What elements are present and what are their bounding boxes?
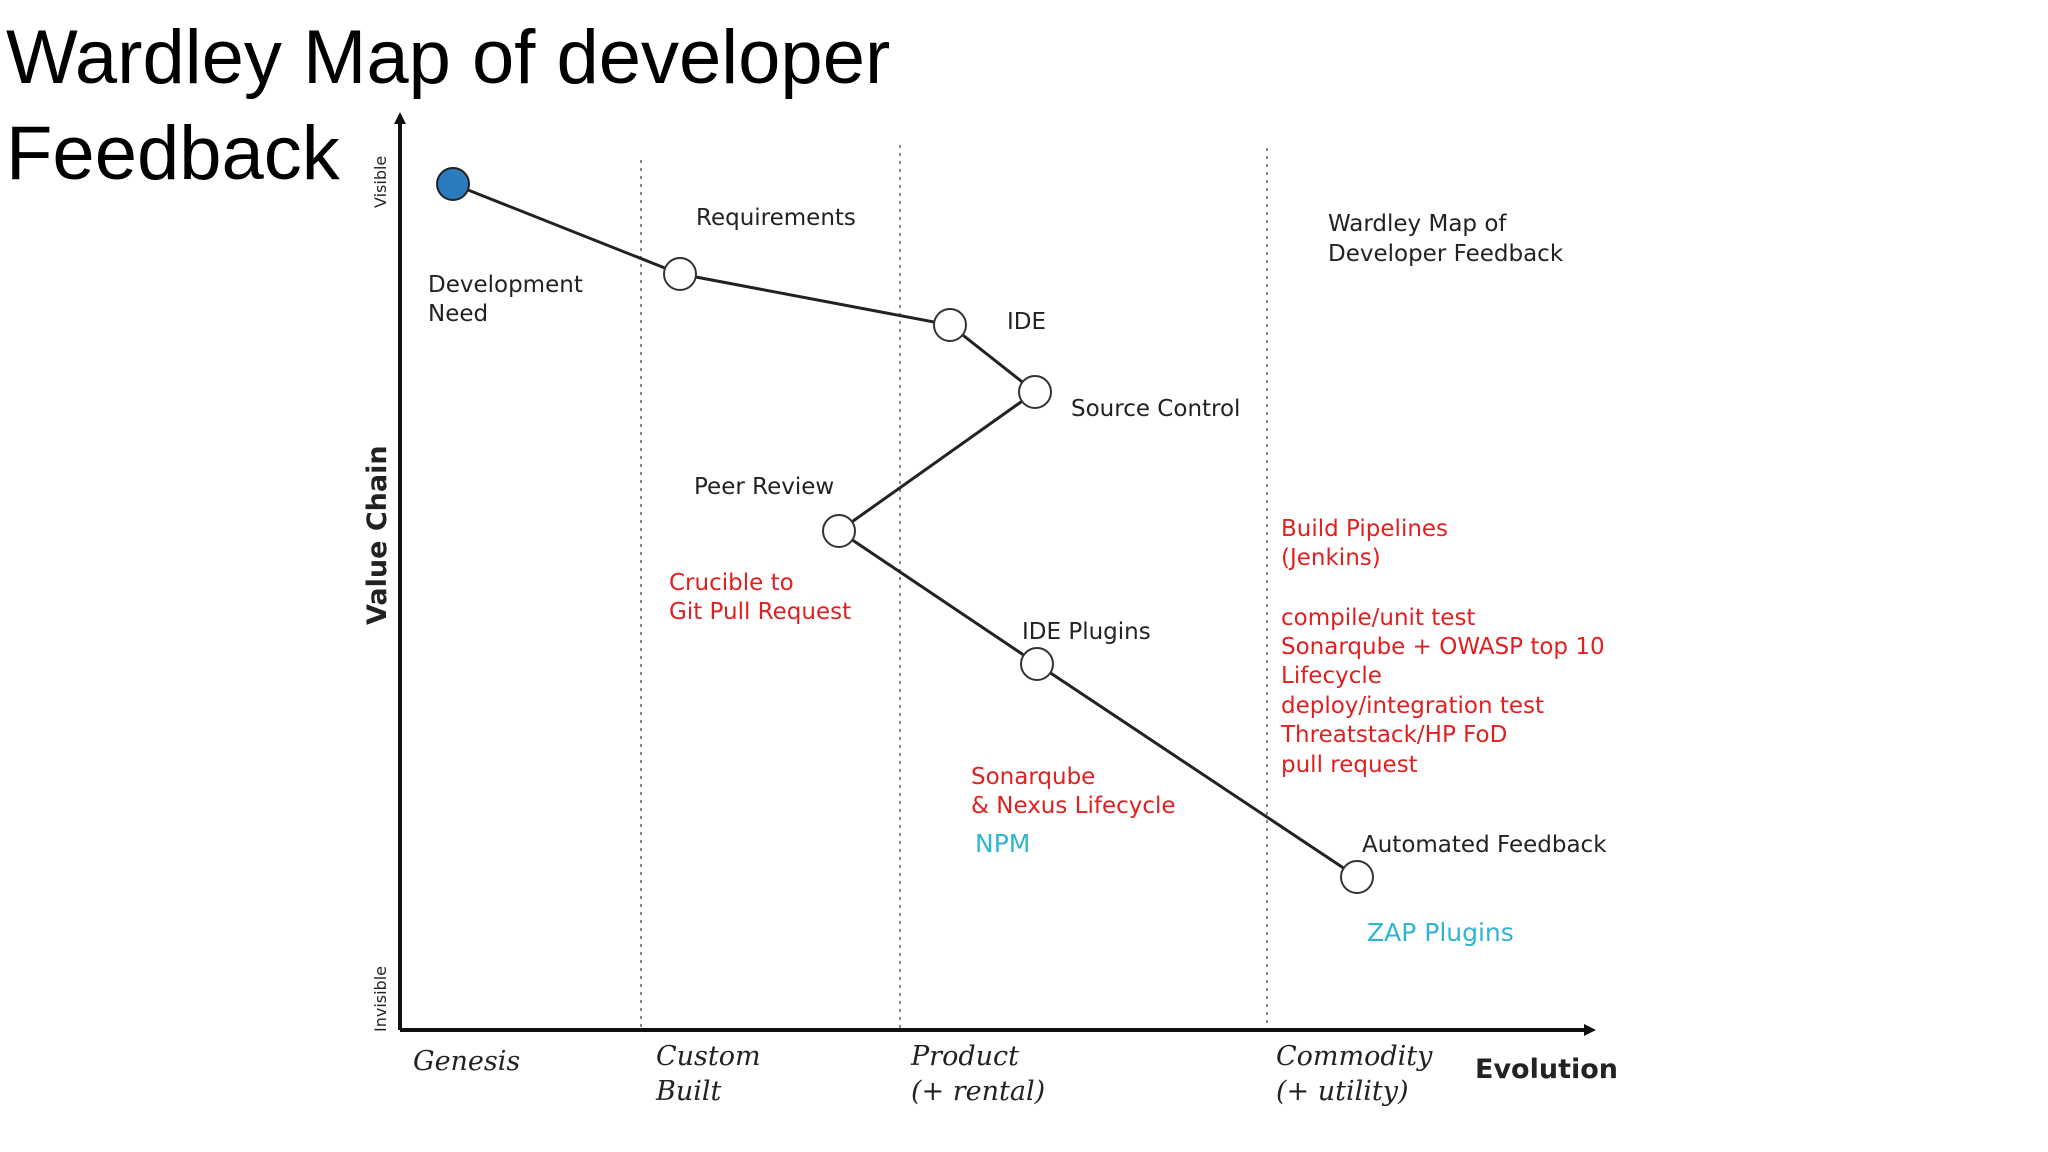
stage-product-line-1: Product — [910, 1041, 1019, 1072]
note-npm: NPM — [975, 829, 1030, 858]
stage-product-line-2: (+ rental) — [911, 1076, 1045, 1107]
node-development-need — [436, 167, 470, 201]
note-sonar-nexus-line-2: & Nexus Lifecycle — [971, 793, 1176, 819]
slide-title: Wardley Map of developer Feedback — [6, 10, 1006, 202]
note-pipelines-line-6: deploy/integration test — [1281, 693, 1544, 719]
y-axis-bottom-label: Invisible — [371, 966, 390, 1032]
stage-custom-line-1: Custom — [656, 1041, 761, 1072]
note-pipelines-line-3: compile/unit test — [1281, 605, 1475, 631]
map-title-line-1: Wardley Map of — [1328, 211, 1507, 237]
note-pipelines-line-1: Build Pipelines — [1281, 516, 1448, 542]
slide-title-line-2: Feedback — [6, 111, 340, 196]
label-ide: IDE — [1007, 309, 1046, 335]
stage-commodity-line-2: (+ utility) — [1276, 1076, 1409, 1107]
note-zap-plugins: ZAP Plugins — [1367, 918, 1514, 947]
node-source-control — [1018, 375, 1052, 409]
note-pipelines-line-7: Threatstack/HP FoD — [1280, 722, 1507, 748]
node-automated-feedback — [1340, 860, 1374, 894]
stage-custom-line-2: Built — [655, 1076, 722, 1107]
y-axis-label: Value Chain — [362, 445, 393, 625]
label-development-need-line-1: Development — [428, 272, 583, 298]
note-pipelines-line-5: Lifecycle — [1281, 663, 1382, 689]
value-chain-links — [452, 182, 1358, 879]
node-ide-plugins — [1020, 647, 1054, 681]
slide-title-line-1: Wardley Map of developer — [6, 15, 891, 100]
note-pipelines-line-4: Sonarqube + OWASP top 10 — [1281, 634, 1605, 660]
x-axis-label: Evolution — [1475, 1054, 1618, 1085]
label-automated-feedback: Automated Feedback — [1362, 832, 1607, 858]
label-development-need-line-2: Need — [428, 301, 488, 327]
label-source-control: Source Control — [1071, 396, 1240, 422]
label-peer-review: Peer Review — [694, 474, 834, 500]
map-title-line-2: Developer Feedback — [1328, 241, 1564, 267]
note-pipelines-line-8: pull request — [1281, 752, 1418, 778]
node-peer-review — [822, 514, 856, 548]
stage-genesis: Genesis — [413, 1046, 520, 1077]
y-axis-top-label: Visible — [371, 156, 390, 208]
note-pipelines-line-2: (Jenkins) — [1281, 545, 1381, 571]
note-sonar-nexus-line-1: Sonarqube — [971, 764, 1095, 790]
label-requirements: Requirements — [696, 205, 856, 231]
node-ide — [933, 308, 967, 342]
node-requirements — [663, 257, 697, 291]
note-crucible-line-1: Crucible to — [669, 570, 794, 596]
label-ide-plugins: IDE Plugins — [1022, 619, 1151, 645]
note-crucible-line-2: Git Pull Request — [669, 599, 851, 625]
stage-commodity-line-1: Commodity — [1276, 1041, 1433, 1072]
